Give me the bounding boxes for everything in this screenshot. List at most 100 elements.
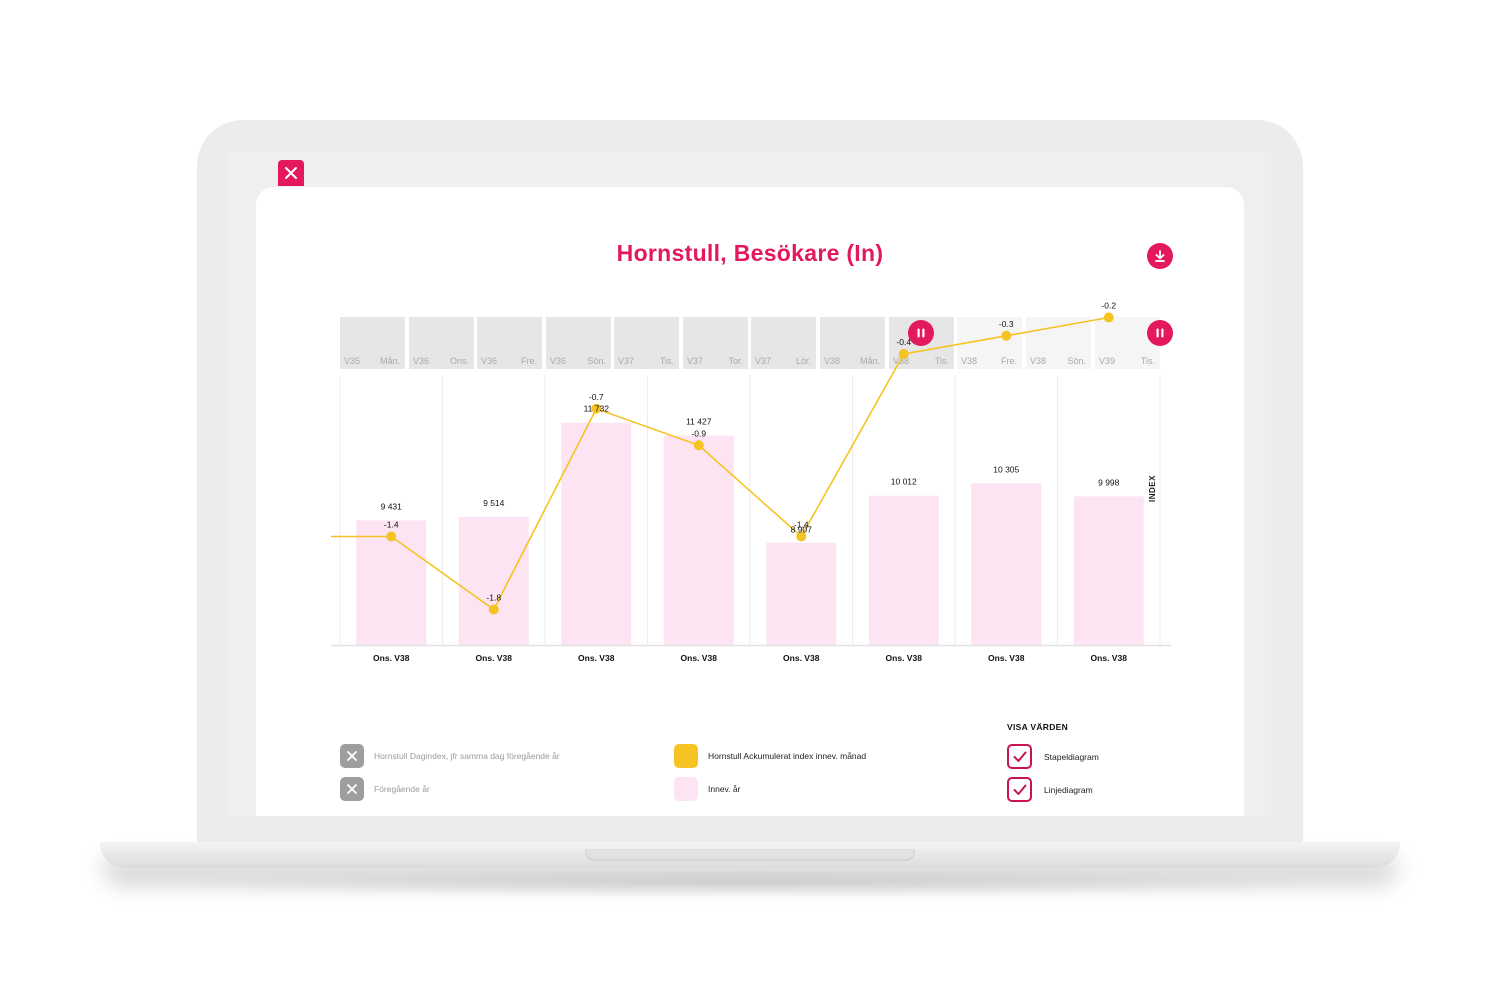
strip-day: Sön. (587, 356, 606, 366)
strip-day: Lör. (795, 356, 811, 366)
bar-value-label: 11 732 (584, 404, 610, 414)
line-point (591, 403, 602, 414)
download-button[interactable] (1147, 243, 1173, 269)
legend-swatch-line[interactable] (674, 744, 698, 768)
x-tick-label: Ons. V38 (988, 653, 1025, 663)
bar (971, 483, 1042, 645)
option-label: Linjediagram (1044, 784, 1093, 795)
checkbox-linjediagram[interactable] (1007, 777, 1032, 802)
period-strip: V35 Mån. V36 Ons. V36 Fre. V36 Sön. V37 Tis. … (340, 317, 1162, 369)
close-icon (347, 784, 357, 794)
strip-week: V35 (344, 356, 361, 366)
bar-value-label: 9 514 (483, 498, 505, 508)
legend-toggle[interactable] (340, 744, 364, 768)
line-point (1103, 312, 1114, 323)
line-point (488, 604, 499, 615)
x-tick-label: Ons. V38 (1091, 653, 1128, 663)
bar (1073, 496, 1144, 645)
x-tick-label: Ons. V38 (886, 653, 923, 663)
legend-swatch-bar[interactable] (674, 777, 698, 801)
chart: -1.4 -1.8 -0.7 -0.9 -1.4 -0.4 -0.3 -0.2 9 431 9 5… (331, 301, 1171, 663)
legend-toggle[interactable] (340, 777, 364, 801)
bar (458, 516, 529, 645)
line-point (693, 440, 704, 451)
bar (663, 435, 734, 645)
legend-label: Hornstull Ackumulerat index innev. månad (708, 751, 867, 761)
strip-day: Ons. (449, 356, 469, 366)
line-value-label: -1.4 (794, 520, 809, 530)
strip-week: V39 (1099, 356, 1116, 366)
page-title: Hornstull, Besökare (In) (616, 240, 884, 266)
line-value-label: -0.9 (691, 428, 706, 438)
legend-item-ackumulerat-index[interactable]: Hornstull Ackumulerat index innev. månad (674, 744, 866, 768)
range-end-handle[interactable] (1147, 320, 1173, 346)
strip-cell[interactable]: V38 Mån. (820, 317, 885, 369)
legend-label: Föregående år (374, 784, 430, 794)
strip-day: Tor. (728, 356, 743, 366)
legend-item-innev-ar[interactable]: Innev. år (674, 777, 740, 801)
close-button[interactable] (278, 160, 304, 186)
strip-week: V38 (961, 356, 978, 366)
strip-day: Tis. (659, 356, 674, 366)
line-point (898, 349, 909, 359)
line-value-label: -0.3 (999, 319, 1014, 329)
legend-item-dagindex[interactable]: Hornstull Dagindex, jfr samma dag föregå… (340, 744, 560, 768)
bar-value-label: 11 427 (686, 417, 712, 427)
download-icon (1155, 250, 1165, 262)
option-linjediagram[interactable]: Linjediagram (1007, 777, 1093, 802)
laptop-screen: Hornstull, Besökare (In) V35 Mån. V36 Ons.… (229, 152, 1271, 816)
close-icon (285, 167, 297, 179)
close-icon (347, 751, 357, 761)
x-tick-label: Ons. V38 (373, 653, 410, 663)
bar-value-label: 8 907 (791, 525, 813, 535)
bar (561, 422, 632, 645)
pause-icon (1156, 328, 1164, 338)
strip-day: Fre. (520, 356, 537, 366)
line-value-label: -1.8 (486, 593, 501, 603)
strip-day: Tis. (934, 356, 949, 366)
strip-week: V38 (1030, 356, 1047, 366)
strip-cell[interactable]: V37 Tis. (614, 317, 679, 369)
bar-value-label: 9 998 (1098, 477, 1120, 487)
legend-label: Innev. år (708, 784, 741, 794)
checkbox-stapeldiagram[interactable] (1007, 744, 1032, 769)
y2-axis-label: INDEX (1148, 475, 1157, 502)
option-label: Stapeldiagram (1044, 751, 1099, 762)
x-tick-label: Ons. V38 (476, 653, 513, 663)
line-value-label: -0.4 (896, 337, 911, 347)
line-value-label: -1.4 (384, 520, 399, 530)
strip-week: V37 (618, 356, 635, 366)
strip-day: Fre. (1000, 356, 1017, 366)
line-value-label: -0.2 (1101, 301, 1116, 311)
range-start-handle[interactable] (908, 320, 934, 346)
strip-cell[interactable]: V38 Sön. (1026, 317, 1091, 369)
strip-cell[interactable]: V36 Sön. (546, 317, 611, 369)
strip-cell[interactable]: V36 Fre. (477, 317, 542, 369)
strip-week: V37 (687, 356, 704, 366)
show-values-title: VISA VÄRDEN (1007, 722, 1069, 732)
bar-value-label: 9 431 (381, 501, 403, 511)
strip-day: Mån. (379, 356, 400, 366)
x-tick-label: Ons. V38 (783, 653, 820, 663)
strip-week: V36 (481, 356, 498, 366)
strip-cell[interactable]: V37 Tor. (683, 317, 748, 369)
x-tick-label: Ons. V38 (681, 653, 718, 663)
strip-day: Tis. (1140, 356, 1155, 366)
check-icon (1013, 784, 1026, 795)
laptop-notch (585, 849, 915, 861)
strip-cell[interactable]: V37 Lör. (751, 317, 816, 369)
strip-week: V36 (413, 356, 430, 366)
strip-cell[interactable]: V36 Ons. (409, 317, 474, 369)
bar (766, 542, 837, 645)
line-value-label: -0.7 (589, 392, 604, 402)
strip-cell[interactable]: V35 Mån. (340, 317, 405, 369)
line-point (1001, 330, 1012, 341)
option-stapeldiagram[interactable]: Stapeldiagram (1007, 744, 1099, 769)
line-point (386, 531, 397, 542)
strip-week: V37 (755, 356, 772, 366)
strip-day: Sön. (1067, 356, 1086, 366)
legend-item-foregaende-ar[interactable]: Föregående år (340, 777, 430, 801)
bar-value-label: 10 305 (993, 464, 1019, 474)
strip-day: Mån. (859, 356, 880, 366)
strip-week: V38 (824, 356, 841, 366)
